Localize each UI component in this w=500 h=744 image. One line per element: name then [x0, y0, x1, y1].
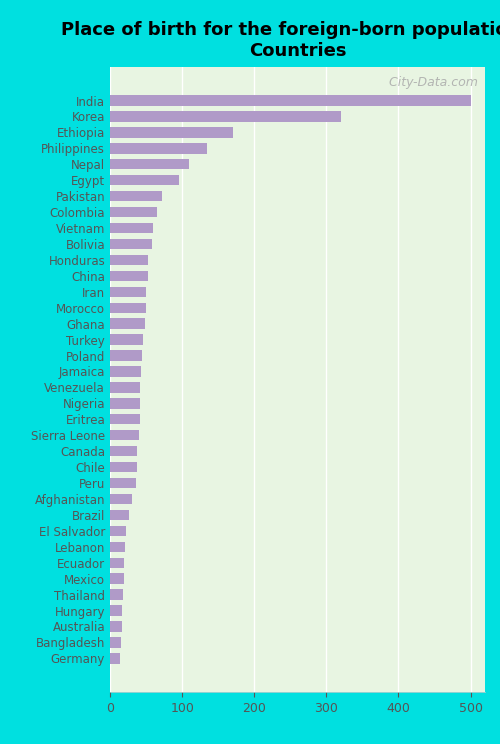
Bar — [110, 589, 123, 600]
Bar — [110, 398, 140, 408]
Bar — [110, 112, 341, 122]
Bar — [110, 637, 121, 647]
Bar — [110, 478, 136, 488]
Bar — [110, 542, 125, 552]
Bar — [110, 175, 178, 185]
Bar — [110, 318, 144, 329]
Bar — [110, 254, 148, 265]
Bar — [110, 382, 140, 393]
Bar — [110, 494, 132, 504]
Title: Place of birth for the foreign-born population -
Countries: Place of birth for the foreign-born popu… — [61, 21, 500, 60]
Bar — [110, 207, 157, 217]
Bar — [110, 271, 148, 281]
Bar — [110, 239, 152, 249]
Bar — [110, 366, 141, 376]
Bar — [110, 606, 122, 616]
Bar — [110, 510, 130, 520]
Bar — [110, 430, 139, 440]
Bar — [110, 127, 232, 138]
Bar — [110, 350, 142, 361]
Bar — [110, 143, 208, 153]
Bar — [110, 303, 146, 313]
Bar — [110, 621, 122, 632]
Bar — [110, 526, 126, 536]
Bar — [110, 653, 120, 664]
Text: City-Data.com: City-Data.com — [380, 77, 478, 89]
Bar — [110, 223, 154, 233]
Bar — [110, 286, 146, 297]
Bar — [110, 95, 470, 106]
Bar — [110, 334, 143, 344]
Bar — [110, 191, 162, 202]
Bar — [110, 462, 136, 472]
Bar — [110, 574, 124, 584]
Bar — [110, 446, 138, 456]
Bar — [110, 159, 190, 170]
Bar — [110, 557, 124, 568]
Bar — [110, 414, 140, 425]
